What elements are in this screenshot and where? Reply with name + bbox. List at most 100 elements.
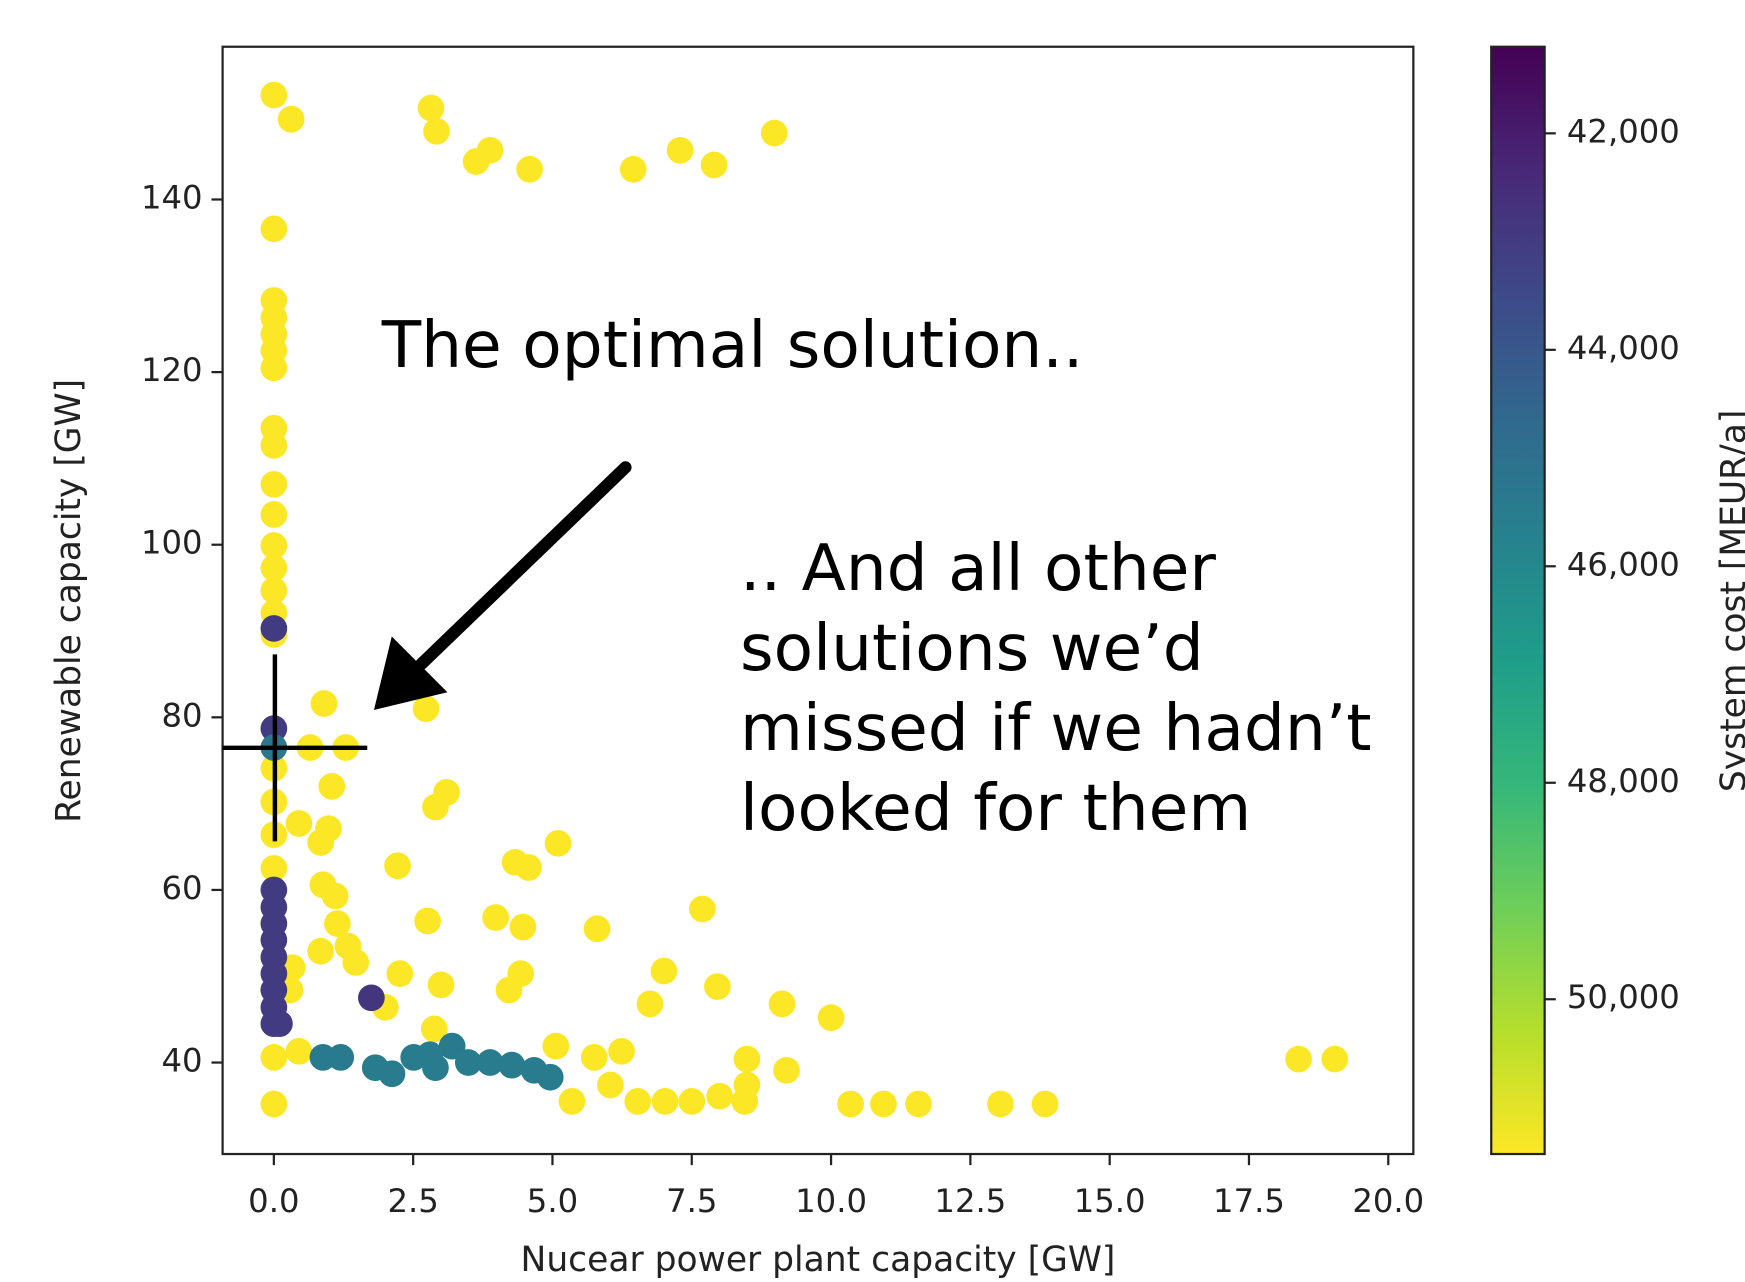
points: [260, 81, 1349, 1118]
y-tick-label: 140: [141, 178, 203, 216]
point: [285, 1037, 313, 1065]
point: [516, 155, 543, 183]
point: [342, 949, 370, 976]
point: [905, 1090, 932, 1118]
point: [509, 913, 537, 941]
arrow-shaft: [405, 461, 632, 680]
x-tick-label: 2.5: [387, 1182, 438, 1220]
point: [837, 1090, 864, 1118]
point: [358, 984, 385, 1012]
point: [260, 554, 288, 582]
point: [544, 829, 572, 857]
point: [386, 960, 414, 988]
x-tick-label: 12.5: [934, 1182, 1006, 1220]
colorbar: [1490, 45, 1546, 1156]
x-tick-label: 20.0: [1352, 1182, 1424, 1220]
x-tick-label: 5.0: [527, 1182, 578, 1220]
point: [412, 695, 440, 723]
point: [384, 852, 411, 880]
point: [427, 971, 455, 999]
point: [476, 1049, 504, 1076]
point: [260, 432, 288, 459]
point: [438, 1032, 466, 1060]
point: [733, 1045, 761, 1073]
point: [870, 1090, 897, 1118]
point: [260, 855, 288, 882]
point: [307, 829, 335, 856]
plot-frame: [221, 45, 1415, 1156]
point: [580, 1044, 608, 1071]
point: [608, 1037, 635, 1065]
point: [324, 910, 351, 937]
point: [650, 957, 678, 985]
annotation: The optimal solution..: [381, 308, 1084, 383]
point: [482, 904, 509, 931]
point: [422, 793, 449, 821]
point: [476, 136, 504, 164]
point: [597, 1071, 624, 1099]
point: [321, 882, 349, 910]
arrow-head: [373, 636, 448, 710]
x-tick-label: 0.0: [248, 1182, 299, 1220]
point: [310, 690, 338, 717]
colorbar-label: System cost [MEUR/a]: [1714, 410, 1745, 792]
colorbar-tick-label: 44,000: [1567, 329, 1680, 367]
point: [817, 1004, 845, 1032]
point: [260, 532, 288, 559]
point: [416, 1041, 444, 1069]
point: [417, 94, 445, 122]
x-axis-label: Nucear power plant capacity [GW]: [521, 1240, 1116, 1280]
x-tick-label: 10.0: [795, 1182, 867, 1220]
point: [768, 990, 796, 1018]
point: [666, 136, 694, 164]
point: [542, 1032, 570, 1060]
point: [420, 1015, 448, 1043]
point: [414, 907, 442, 935]
x-tick-label: 15.0: [1074, 1182, 1146, 1220]
point: [733, 1071, 761, 1099]
point: [318, 773, 346, 800]
point: [558, 1088, 586, 1115]
point: [260, 501, 288, 528]
annotation: looked for them: [740, 771, 1251, 846]
point: [285, 810, 313, 837]
point: [495, 976, 523, 1004]
point: [987, 1090, 1014, 1118]
point: [636, 990, 664, 1018]
x-tick-label: 7.5: [666, 1182, 717, 1220]
colorbar-tick-label: 50,000: [1567, 978, 1680, 1016]
point: [454, 1049, 482, 1076]
y-tick-label: 40: [162, 1042, 203, 1080]
point: [266, 1010, 293, 1038]
y-tick-label: 80: [162, 696, 203, 734]
point: [260, 615, 288, 642]
y-tick-label: 100: [141, 524, 203, 562]
point: [706, 1082, 733, 1110]
point: [260, 354, 288, 382]
point: [260, 1044, 288, 1071]
x-tick-label: 17.5: [1213, 1182, 1285, 1220]
y-axis-label: Renewable capacity [GW]: [49, 379, 89, 823]
point: [260, 215, 288, 243]
point: [651, 1088, 679, 1115]
point: [1321, 1045, 1349, 1073]
point: [260, 470, 288, 498]
point: [700, 151, 728, 179]
point: [624, 1088, 652, 1115]
y-tick-label: 60: [162, 869, 203, 907]
point: [260, 577, 288, 604]
point: [423, 117, 450, 145]
point: [704, 973, 731, 1000]
point: [760, 119, 788, 147]
point: [498, 1051, 526, 1079]
annotation: .. And all other: [740, 531, 1216, 606]
point: [307, 937, 335, 965]
point: [773, 1056, 800, 1084]
colorbar-tick-label: 46,000: [1567, 545, 1680, 583]
annotation: missed if we hadn’t: [740, 691, 1371, 766]
point: [260, 1090, 288, 1118]
point: [327, 1044, 355, 1071]
point: [515, 854, 542, 881]
point: [583, 915, 611, 943]
